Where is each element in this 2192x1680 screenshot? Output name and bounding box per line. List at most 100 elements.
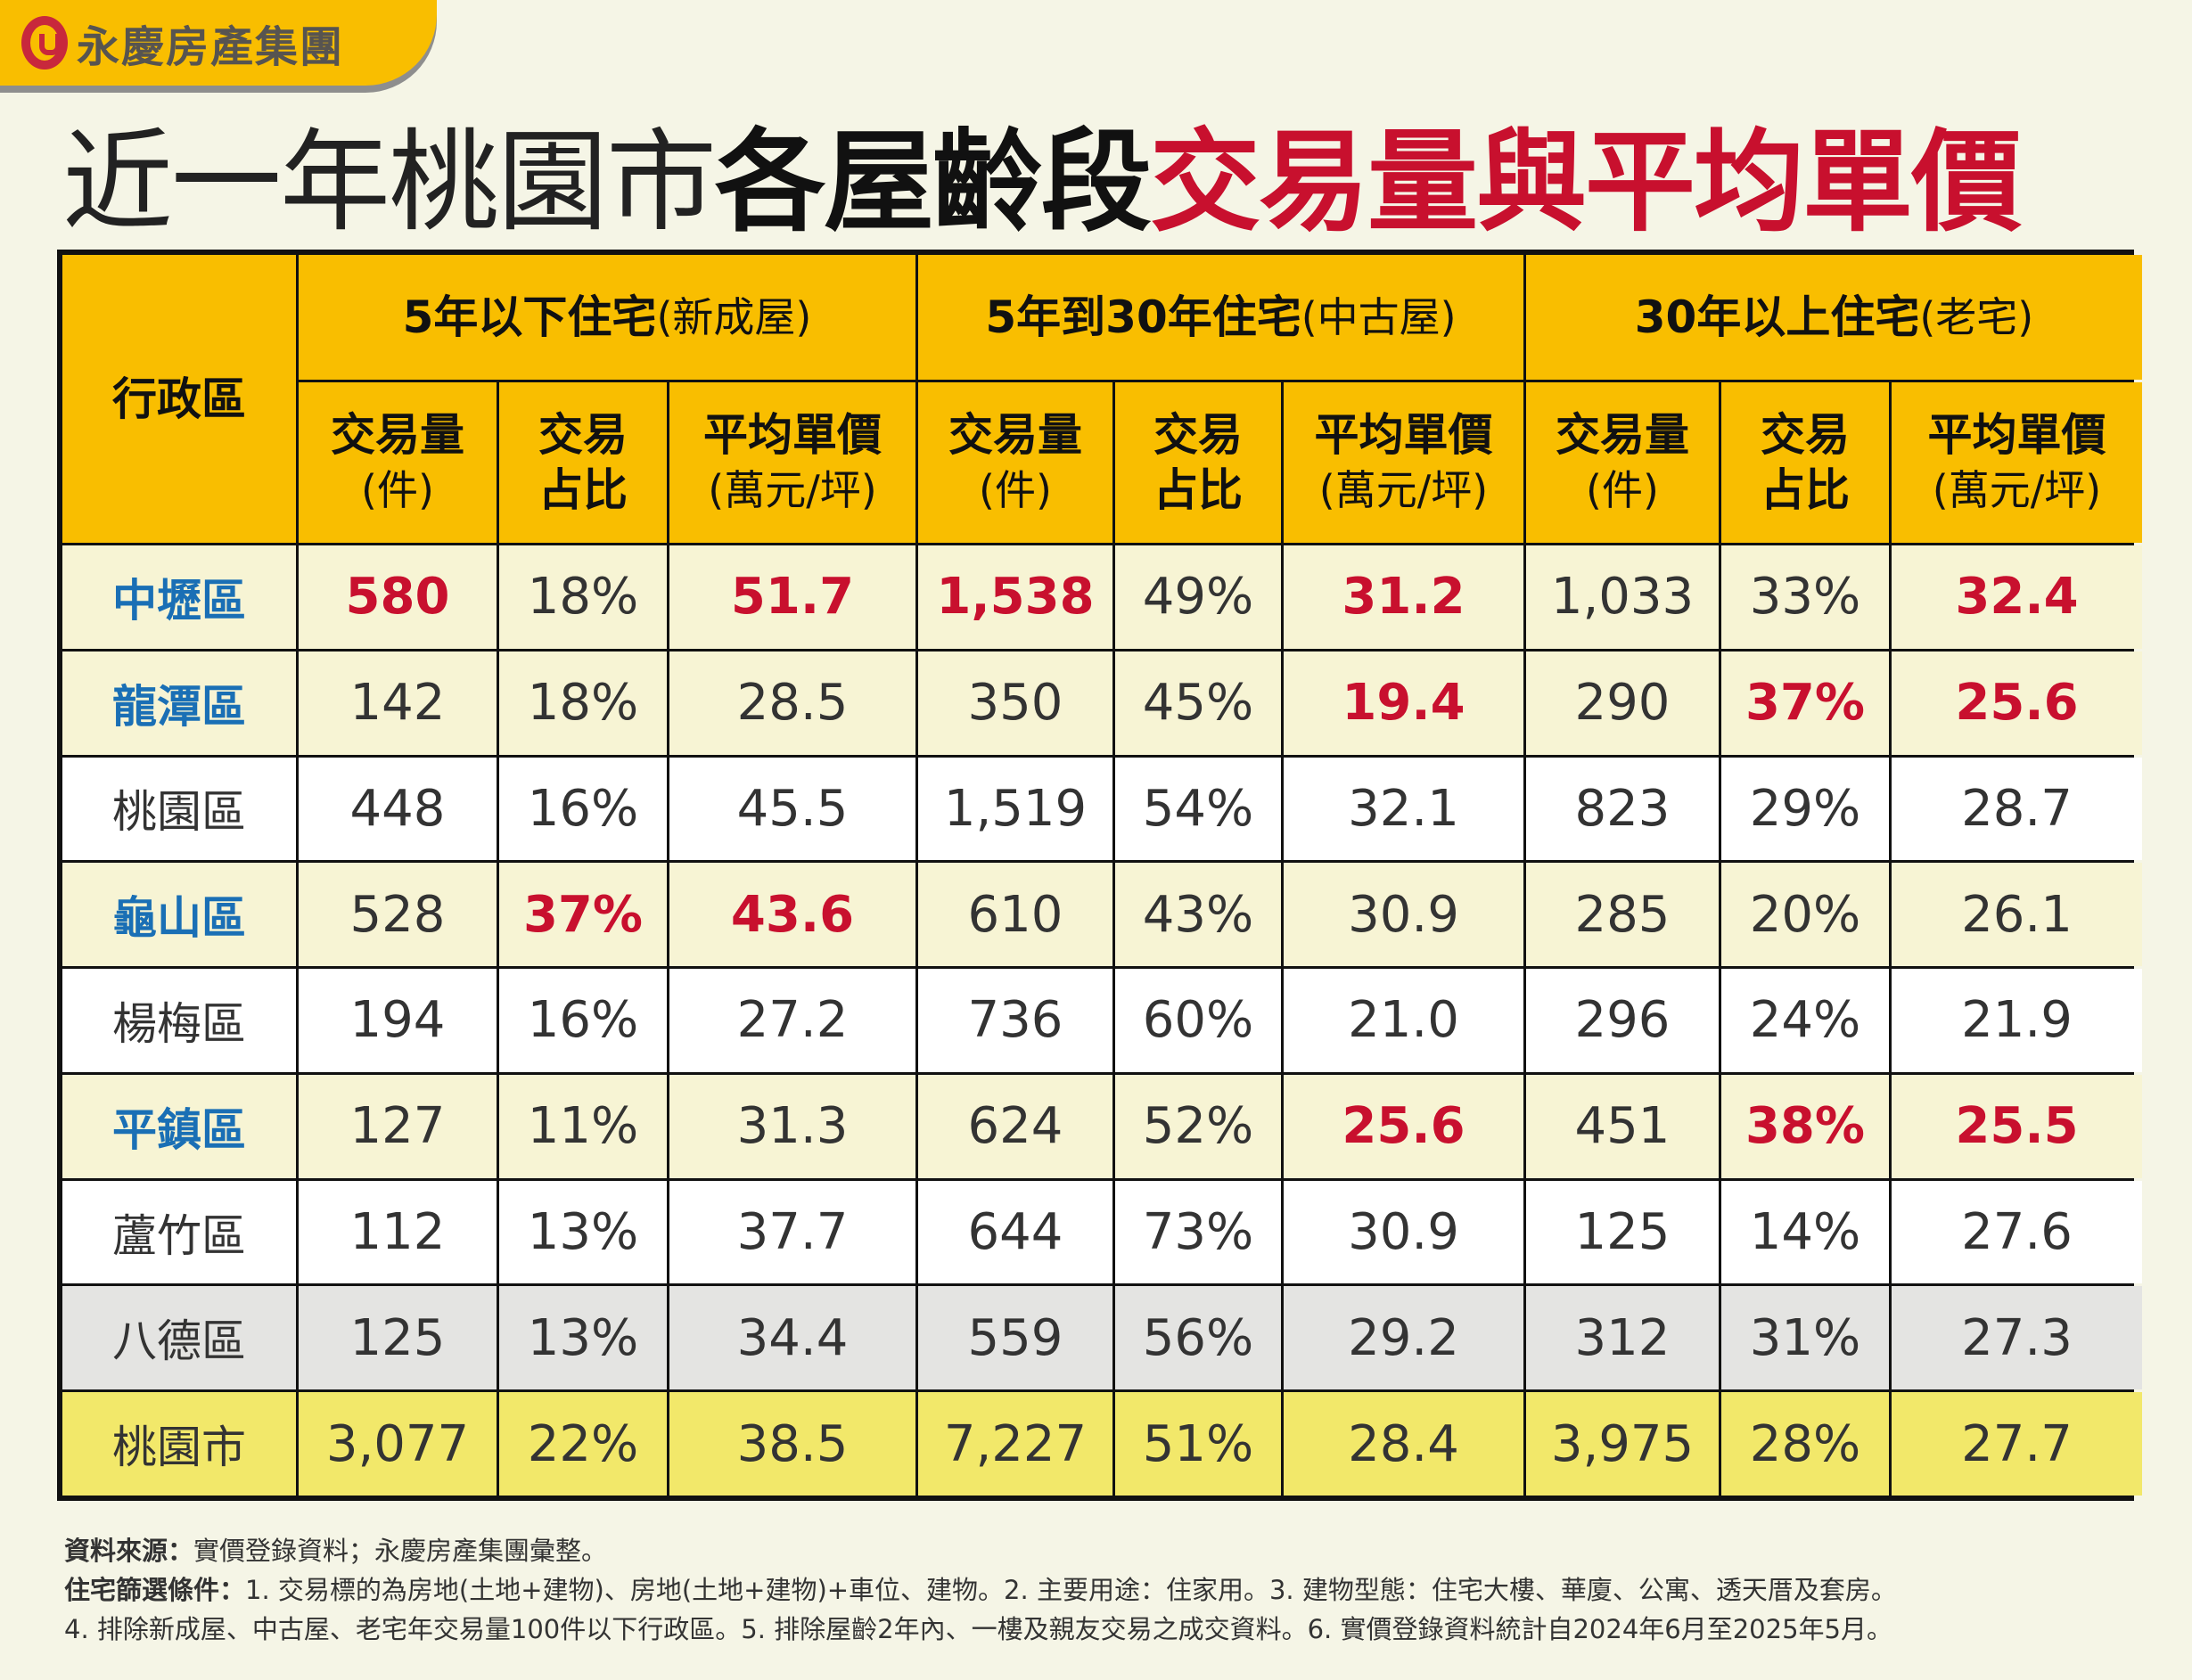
table-cell-volume: 451: [1526, 1074, 1719, 1178]
criteria-label: 住宅篩選條件：: [64, 1575, 246, 1605]
sub-header-line2: (件): [979, 466, 1052, 514]
table-cell-volume: 112: [299, 1180, 497, 1284]
data-table: 行政區 5年以下住宅 (新成屋) 5年到30年住宅 (中古屋) 30年以上住宅 (老宅…: [57, 250, 2142, 1501]
title-part-2: 各屋齡段: [715, 119, 1152, 247]
sub-header-volume: 交易量 (件): [299, 382, 497, 543]
sub-header-line2: 占比: [1153, 464, 1243, 516]
district-name: 平鎮區: [62, 1074, 296, 1178]
district-name: 桃園市: [62, 1392, 296, 1496]
table-cell-share: 29%: [1721, 757, 1889, 861]
table-cell-share: 18%: [499, 545, 667, 649]
table-cell-share: 13%: [499, 1286, 667, 1390]
table-cell-volume: 350: [918, 651, 1112, 755]
sub-header-price: 平均單價 (萬元/坪): [1892, 382, 2142, 543]
table-cell-share: 37%: [1721, 651, 1889, 755]
sub-header-share: 交易 占比: [1721, 382, 1889, 543]
criteria-note-2: 4. 排除新成屋、中古屋、老宅年交易量100件以下行政區。5. 排除屋齡2年內、…: [64, 1614, 1892, 1644]
table-cell-price: 25.6: [1284, 1074, 1523, 1178]
table-cell-volume: 624: [918, 1074, 1112, 1178]
table-cell-share: 18%: [499, 651, 667, 755]
sub-header-line2: (萬元/坪): [708, 466, 877, 514]
table-cell-volume: 3,975: [1526, 1392, 1719, 1496]
table-cell-volume: 644: [918, 1180, 1112, 1284]
table-cell-volume: 1,033: [1526, 545, 1719, 649]
table-cell-volume: 580: [299, 545, 497, 649]
table-cell-share: 45%: [1115, 651, 1281, 755]
table-cell-volume: 296: [1526, 969, 1719, 1072]
sub-header-price: 平均單價 (萬元/坪): [669, 382, 915, 543]
sub-header-share: 交易 占比: [1115, 382, 1281, 543]
table-cell-volume: 736: [918, 969, 1112, 1072]
sub-header-line1: 交易: [1153, 409, 1243, 461]
table-cell-share: 14%: [1721, 1180, 1889, 1284]
sub-header-price: 平均單價 (萬元/坪): [1284, 382, 1523, 543]
table-cell-price: 31.2: [1284, 545, 1523, 649]
table-cell-volume: 127: [299, 1074, 497, 1178]
sub-header-volume: 交易量 (件): [1526, 382, 1719, 543]
group-header-paren: (老宅): [1919, 293, 2034, 341]
table-cell-price: 25.5: [1892, 1074, 2142, 1178]
district-header: 行政區: [62, 255, 296, 543]
sub-header-line1: 平均單價: [1927, 409, 2106, 461]
sub-header-line1: 交易量: [948, 409, 1082, 461]
table-cell-price: 30.9: [1284, 863, 1523, 967]
sub-header-line2: (件): [361, 466, 434, 514]
sub-header-line1: 平均單價: [1314, 409, 1493, 461]
table-cell-volume: 285: [1526, 863, 1719, 967]
group-header-mid: 5年到30年住宅 (中古屋): [918, 255, 1523, 380]
table-cell-price: 21.0: [1284, 969, 1523, 1072]
district-name: 楊梅區: [62, 969, 296, 1072]
sub-header-line1: 交易: [538, 409, 628, 461]
table-cell-price: 43.6: [669, 863, 915, 967]
title-part-3: 交易量與平均單價: [1150, 119, 2022, 247]
district-name: 中壢區: [62, 545, 296, 649]
table-cell-share: 28%: [1721, 1392, 1889, 1496]
sub-header-line1: 交易: [1761, 409, 1850, 461]
table-cell-share: 73%: [1115, 1180, 1281, 1284]
table-cell-share: 31%: [1721, 1286, 1889, 1390]
table-cell-price: 37.7: [669, 1180, 915, 1284]
sub-header-line2: 占比: [1761, 464, 1850, 516]
group-header-old: 30年以上住宅 (老宅): [1526, 255, 2142, 380]
sub-header-volume: 交易量 (件): [918, 382, 1112, 543]
table-cell-price: 25.6: [1892, 651, 2142, 755]
table-cell-price: 51.7: [669, 545, 915, 649]
sub-header-line2: (萬元/坪): [1932, 466, 2102, 514]
table-cell-price: 28.7: [1892, 757, 2142, 861]
table-cell-price: 28.4: [1284, 1392, 1523, 1496]
sub-header-share: 交易 占比: [499, 382, 667, 543]
table-cell-volume: 448: [299, 757, 497, 861]
table-cell-volume: 1,538: [918, 545, 1112, 649]
table-cell-share: 37%: [499, 863, 667, 967]
table-cell-price: 27.6: [1892, 1180, 2142, 1284]
source-label: 資料來源：: [64, 1536, 194, 1566]
table-cell-share: 16%: [499, 757, 667, 861]
sub-header-line1: 交易量: [1556, 409, 1689, 461]
table-cell-price: 31.3: [669, 1074, 915, 1178]
table-cell-share: 52%: [1115, 1074, 1281, 1178]
group-header-bold: 5年以下住宅: [402, 291, 657, 343]
table-cell-price: 27.7: [1892, 1392, 2142, 1496]
title-part-1: 近一年桃園市: [62, 119, 717, 247]
table-cell-volume: 7,227: [918, 1392, 1112, 1496]
table-cell-price: 21.9: [1892, 969, 2142, 1072]
table-cell-share: 11%: [499, 1074, 667, 1178]
table-cell-share: 16%: [499, 969, 667, 1072]
table-cell-share: 54%: [1115, 757, 1281, 861]
footnotes: 資料來源：實價登錄資料；永慶房產集團彙整。 住宅篩選條件：1. 交易標的為房地(…: [64, 1531, 1897, 1649]
table-cell-volume: 194: [299, 969, 497, 1072]
table-cell-volume: 125: [1526, 1180, 1719, 1284]
sub-header-line1: 平均單價: [703, 409, 882, 461]
table-cell-price: 34.4: [669, 1286, 915, 1390]
table-cell-price: 45.5: [669, 757, 915, 861]
table-cell-share: 43%: [1115, 863, 1281, 967]
table-cell-share: 20%: [1721, 863, 1889, 967]
brand-logo: 永慶房產集團: [0, 0, 437, 86]
table-cell-share: 33%: [1721, 545, 1889, 649]
page-title: 近一年桃園市各屋齡段交易量與平均單價: [62, 119, 2022, 247]
table-cell-share: 56%: [1115, 1286, 1281, 1390]
table-cell-price: 32.4: [1892, 545, 2142, 649]
table-cell-price: 27.2: [669, 969, 915, 1072]
table-cell-price: 29.2: [1284, 1286, 1523, 1390]
brand-logo-icon: [21, 16, 68, 70]
